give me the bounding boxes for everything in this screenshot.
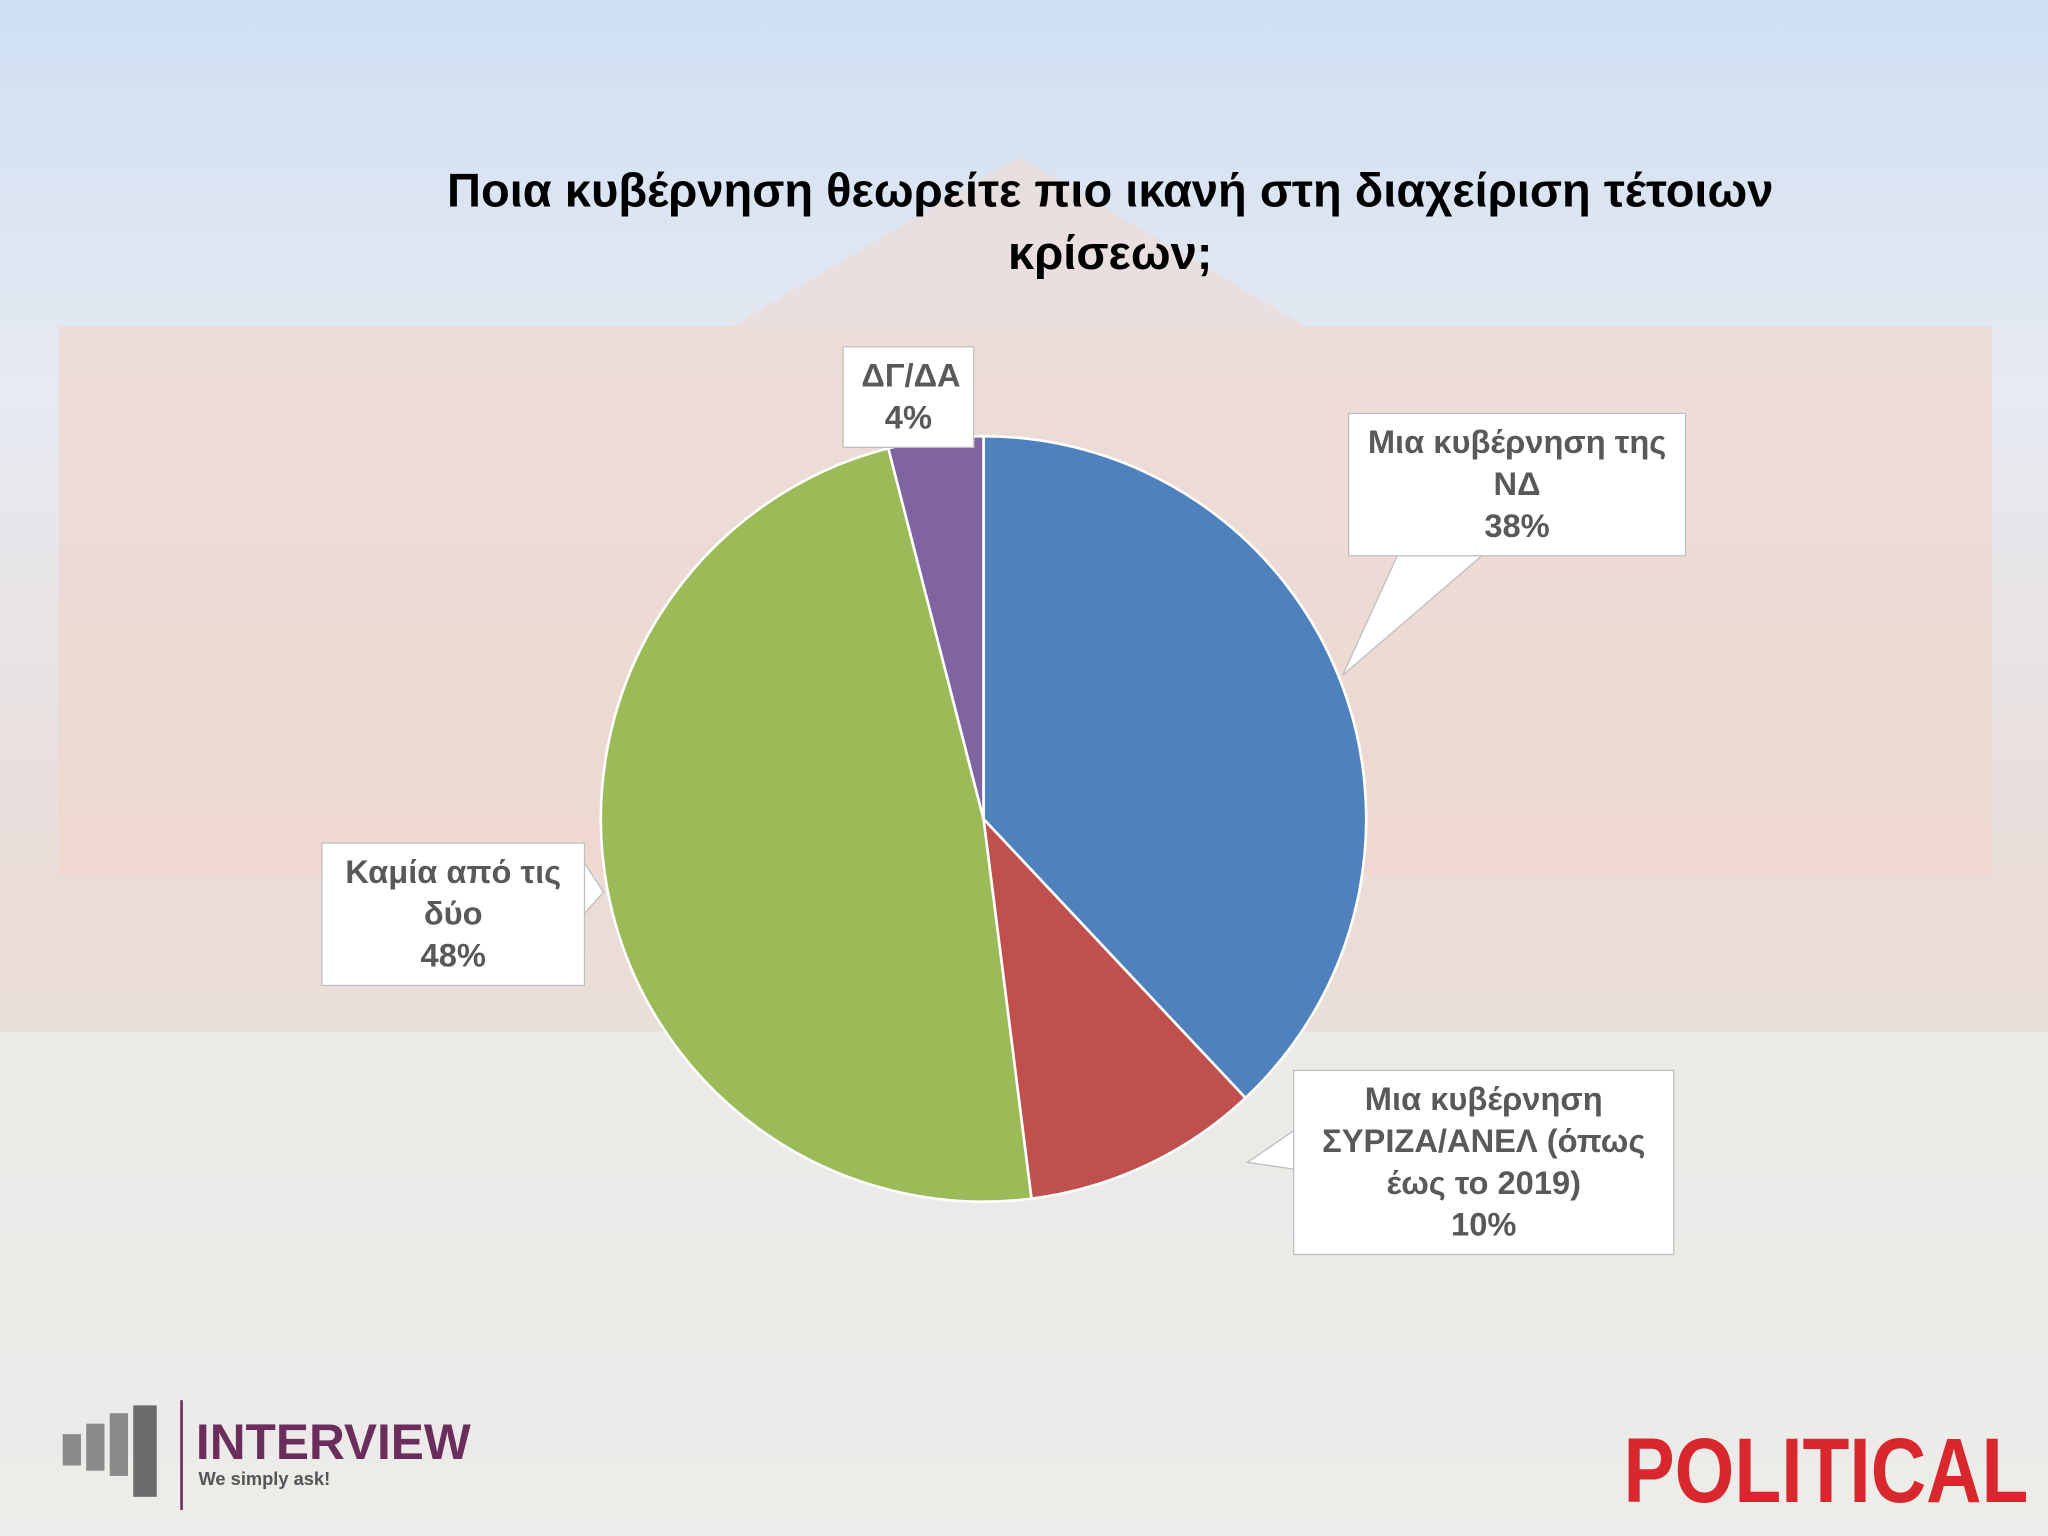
callouts	[583, 554, 1483, 1170]
logo-tagline: We simply ask!	[199, 1468, 331, 1489]
logo-icon	[62, 1400, 183, 1510]
pie-slice	[981, 815, 1248, 1201]
callout-pointer	[583, 861, 605, 915]
data-label: ΔΓ/ΔΑ 4%	[842, 346, 975, 448]
data-label: Μια κυβέρνηση ΣΥΡΙΖΑ/ΑΝΕΛ (όπως έως το 2…	[1293, 1069, 1675, 1256]
value-label: 38%	[1484, 508, 1550, 545]
chart-title: Ποια κυβέρνηση θεωρείτε πιο ικανή στη δι…	[447, 163, 1774, 280]
callout-pointer	[1342, 554, 1483, 676]
category-label: ΔΓ/ΔΑ	[861, 357, 961, 395]
logo-left: INTERVIEW	[196, 1414, 471, 1470]
value-label: 4%	[884, 399, 932, 437]
value-label: 10%	[1451, 1206, 1517, 1244]
callout-pointer	[1245, 1130, 1294, 1170]
category-label: Μια κυβέρνηση ΣΥΡΙΖΑ/ΑΝΕΛ (όπως έως το 2…	[1322, 1081, 1646, 1202]
value-label: 48%	[420, 937, 486, 975]
data-label: Καμία από τις δύο 48%	[321, 842, 586, 987]
data-label: Μια κυβέρνηση της ΝΔ 38%	[1347, 412, 1687, 557]
pie-slice	[982, 434, 1368, 1100]
pediment	[731, 156, 1307, 327]
category-label: Καμία από τις δύο	[345, 854, 562, 933]
pie-slice	[599, 446, 1033, 1203]
logo-right: POLITICAL	[1624, 1420, 2029, 1522]
category-label: Μια κυβέρνηση της ΝΔ	[1367, 424, 1667, 503]
